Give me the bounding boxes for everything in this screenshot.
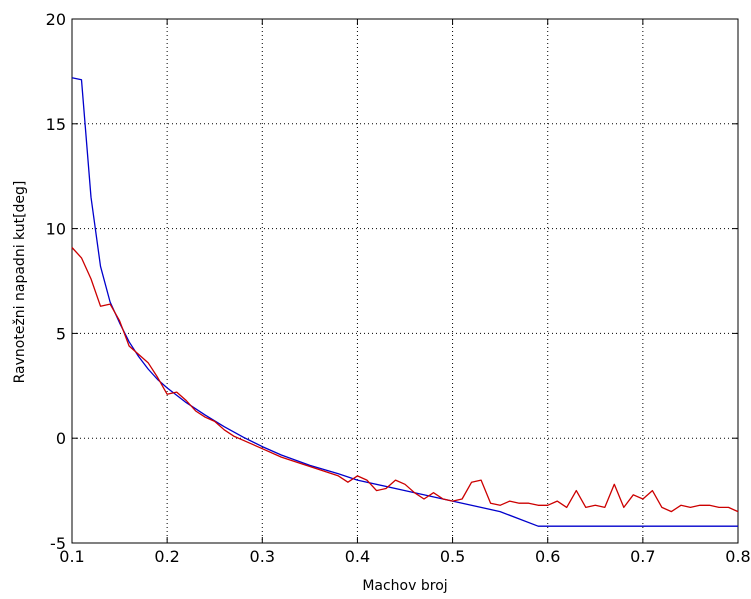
y-tick-label: -5: [50, 534, 66, 553]
x-tick-label: 0.6: [535, 547, 560, 566]
axis-ticks: [71, 18, 739, 544]
x-tick-label: 0.7: [630, 547, 655, 566]
series-line-2: [71, 247, 739, 513]
x-tick-label: 0.2: [154, 547, 179, 566]
x-tick-label: 0.5: [440, 547, 465, 566]
y-tick-label: 5: [56, 324, 66, 343]
grid-lines: [72, 19, 738, 543]
series-group: [71, 77, 739, 527]
y-tick-label: 0: [56, 429, 66, 448]
y-tick-label: 10: [46, 220, 66, 239]
x-tick-labels: 0.1 0.2 0.3 0.4 0.5 0.6 0.7 0.8: [59, 547, 750, 566]
x-tick-label: 0.1: [59, 547, 84, 566]
y-tick-label: 20: [46, 10, 66, 29]
y-axis-label: Ravnotežni napadni kut[deg]: [12, 181, 28, 384]
x-tick-label: 0.4: [345, 547, 370, 566]
x-tick-label: 0.8: [725, 547, 750, 566]
x-tick-label: 0.3: [250, 547, 275, 566]
y-tick-label: 15: [46, 115, 66, 134]
y-tick-labels: -5 0 5 10 15 20: [46, 10, 66, 553]
x-axis-label: Machov broj: [362, 578, 447, 594]
plot-area: [71, 18, 739, 544]
